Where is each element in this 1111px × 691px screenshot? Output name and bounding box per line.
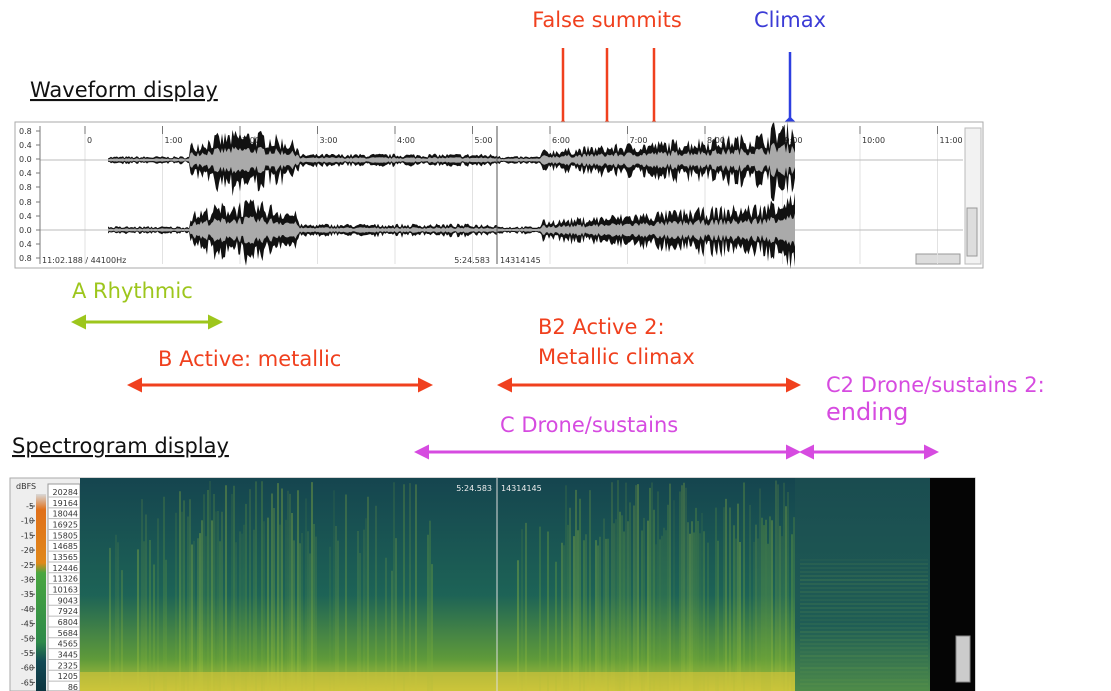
spectrogram-panel: -5-10-15-20-25-30-35-40-45-50-55-60-6520… [9,477,976,691]
frequency-label: 14685 [53,542,78,551]
cursor-sample: 14314145 [501,484,542,493]
cursor-sample: 14314145 [500,256,541,265]
frequency-label: 15805 [53,531,78,540]
time-label: 11:00 [940,136,963,145]
amplitude-label: 0.8 [19,254,32,263]
frequency-label: 18044 [53,510,78,519]
annotation: False summits [532,8,682,32]
section-label: Metallic climax [538,345,695,369]
time-label: 2:00 [242,136,260,145]
section-label: A Rhythmic [72,279,193,303]
frequency-label: 1205 [58,672,78,681]
db-unit: dBFS [16,482,36,491]
amplitude-label: 0.8 [19,127,32,136]
time-label: 5:00 [475,136,493,145]
section-label: ending [826,398,908,426]
db-label: -60 [21,664,34,673]
time-label: 10:00 [862,136,885,145]
amplitude-label: 0.0 [19,155,32,164]
db-label: -20 [21,546,34,555]
db-label: -55 [21,649,34,658]
frequency-label: 7924 [58,607,78,616]
db-label: -25 [21,561,34,570]
section-title: Spectrogram display [12,434,229,458]
db-label: -35 [21,590,34,599]
frequency-label: 2325 [58,661,78,670]
scroll-thumb [955,635,971,683]
section-label: B Active: metallic [158,347,341,371]
section-label: C Drone/sustains [500,413,678,437]
time-label: 1:00 [165,136,183,145]
frequency-label: 11326 [53,575,78,584]
status: 11:02.188 / 44100Hz [42,256,126,265]
low-band [80,672,795,691]
frequency-label: 6804 [58,618,78,627]
db-label: -50 [21,634,34,643]
db-label: -15 [21,531,34,540]
frequency-label: 4565 [58,640,78,649]
frequency-label: 10163 [53,585,78,594]
db-label: -65 [21,678,34,687]
frequency-label: 86 [68,683,78,691]
section-label: B2 Active 2: [538,315,665,339]
time-label: 0 [87,136,92,145]
waveform-rms [108,142,795,178]
time-label: 6:00 [552,136,570,145]
time-label: 4:00 [397,136,415,145]
pointers [557,48,796,131]
amplitude-label: 0.0 [19,226,32,235]
annotation: Climax [754,8,826,32]
amplitude-label: 0.8 [19,198,32,207]
amplitude-label: 0.4 [19,141,32,150]
time-label: 3:00 [320,136,338,145]
frequency-label: 19164 [53,499,78,508]
amplitude-label: 0.4 [19,240,32,249]
amplitude-label: 0.4 [19,212,32,221]
frequency-label: 13565 [53,553,78,562]
cursor-time: 5:24.583 [454,256,490,265]
frequency-label: 5684 [58,629,78,638]
db-label: -45 [21,620,34,629]
frequency-label: 16925 [53,520,78,529]
waveform-rms [108,213,795,247]
frequency-label: 3445 [58,650,78,659]
db-label: -30 [21,576,34,585]
db-label: -10 [21,517,34,526]
cursor-time: 5:24.583 [456,484,492,493]
time-label: 7:00 [630,136,648,145]
frequency-label: 12446 [53,564,78,573]
section-title: Waveform display [30,78,218,102]
amplitude-label: 0.4 [19,169,32,178]
frequency-label: 9043 [58,596,78,605]
section-label: C2 Drone/sustains 2: [826,373,1045,397]
amplitude-label: 0.8 [19,183,32,192]
waveform-panel: 01:002:003:004:005:006:007:008:009:0010:… [14,121,984,269]
frequency-label: 20284 [53,488,78,497]
db-label: -40 [21,605,34,614]
